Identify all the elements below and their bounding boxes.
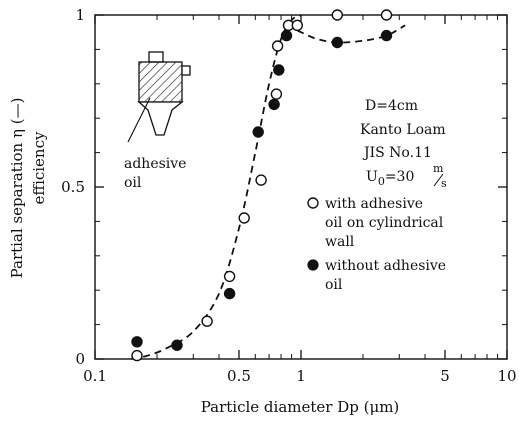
y-tick-labels: 00.51 (61, 6, 85, 368)
open-data-point (131, 349, 143, 362)
filled-data-point (252, 126, 264, 138)
x-axis-title: Particle diameter Dp (μm) (201, 398, 400, 416)
open-data-point (255, 174, 267, 186)
legend-filled-marker (307, 259, 319, 271)
inset-pointer-line (127, 97, 151, 143)
open-data-point (270, 88, 283, 100)
cyclone-cone (137, 101, 184, 136)
filled-data-point (331, 36, 343, 49)
velocity-symbol: U (366, 169, 378, 185)
legend-open-line-3: wall (325, 234, 355, 250)
open-data-point (331, 9, 343, 21)
y-axis-title-line-2: efficiency (30, 131, 48, 204)
cyclone-inlet (181, 65, 191, 76)
y-axis-title-line-1: Partial separation η (—) (8, 98, 26, 279)
x-tick-label: 1 (296, 367, 306, 385)
condition-dust: Kanto Loam (360, 122, 446, 138)
filled-data-point (273, 64, 285, 76)
filled-data-point (380, 29, 393, 42)
open-data-point (291, 19, 303, 31)
filled-data-point (223, 287, 236, 300)
condition-standard: JIS No.11 (362, 145, 432, 161)
filled-data-point (131, 336, 143, 348)
filled-data-point (171, 339, 183, 351)
axis-ticks (94, 14, 508, 360)
cyclone-inset: adhesive oil (124, 51, 191, 191)
legend-filled-line-1: without adhesive (325, 258, 446, 274)
data-markers (131, 9, 393, 362)
velocity-unit-slash (433, 173, 444, 187)
open-data-point (238, 212, 250, 224)
x-tick-label: 10 (497, 367, 516, 385)
open-data-point (201, 315, 213, 327)
inset-label-line-2: oil (124, 175, 142, 191)
x-tick-label: 0.1 (83, 367, 107, 385)
y-tick-label: 1 (75, 6, 85, 24)
velocity-subscript: 0 (378, 175, 385, 188)
open-data-point (380, 9, 393, 21)
legend-open-line-1: with adhesive (325, 196, 423, 212)
velocity-unit-numerator: m (433, 162, 444, 175)
x-tick-labels: 0.1 0.5 1 5 10 (83, 367, 516, 385)
inset-label-line-1: adhesive (124, 156, 186, 172)
filled-data-point (280, 29, 293, 42)
cyclone-cylinder-wall (138, 61, 183, 103)
y-tick-label: 0 (75, 350, 85, 368)
condition-diameter: D=4cm (365, 98, 418, 114)
filled-data-point (268, 98, 280, 111)
cyclone-outlet-pipe (148, 51, 164, 63)
x-tick-label: 5 (440, 367, 450, 385)
legend-open-line-2: oil on cylindrical (325, 215, 444, 231)
fit-curve-1 (131, 14, 302, 360)
open-data-point (223, 270, 236, 283)
x-tick-label: 0.5 (227, 367, 251, 385)
velocity-unit-denominator: s (441, 177, 447, 190)
legend-open-marker (307, 197, 319, 209)
legend: with adhesive oil on cylindrical wall wi… (307, 196, 446, 293)
velocity-value: =30 (385, 169, 415, 185)
y-tick-label: 0.5 (61, 178, 85, 196)
condition-velocity: U0=30 (366, 169, 414, 188)
open-data-point (271, 40, 284, 52)
conditions-annotation: D=4cm Kanto Loam JIS No.11 U0=30 m s (360, 98, 447, 190)
legend-filled-line-2: oil (325, 277, 343, 293)
